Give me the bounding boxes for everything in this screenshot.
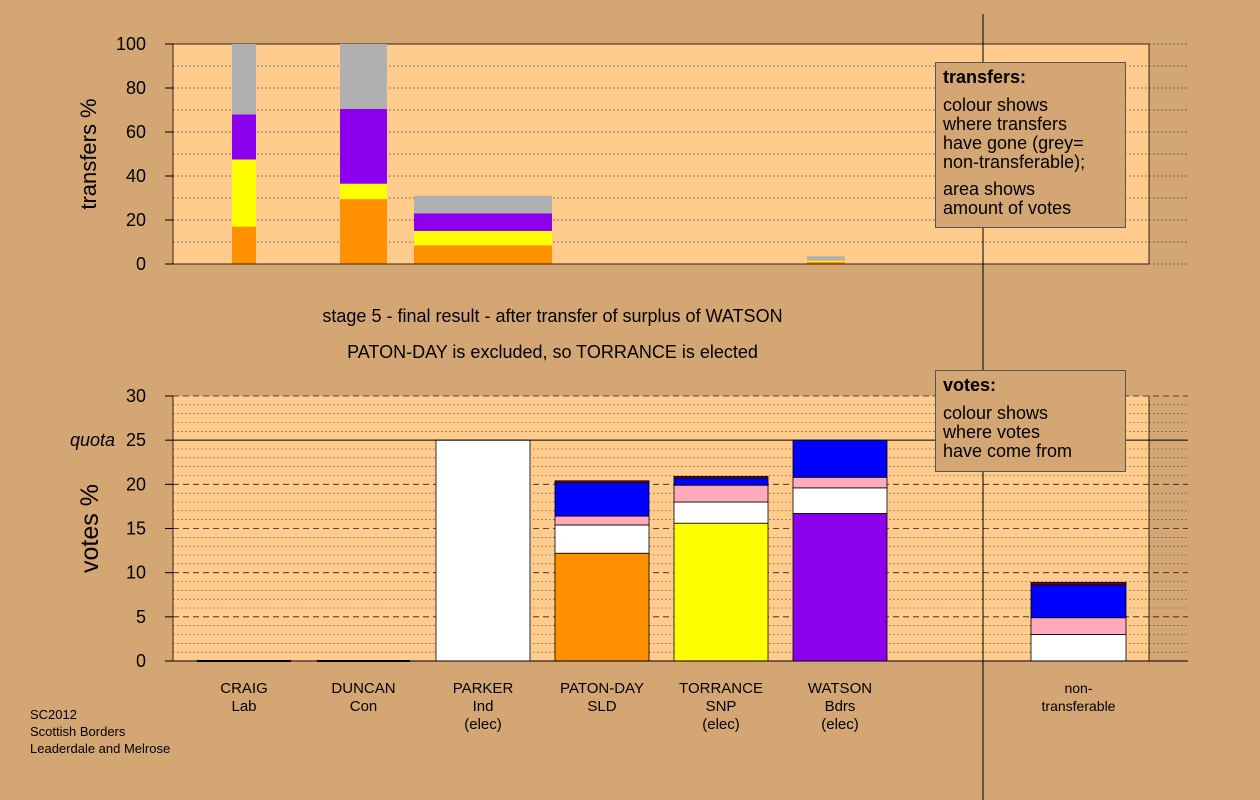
votes-tick-label: 0 bbox=[136, 651, 146, 671]
votes-tick-label: 5 bbox=[136, 607, 146, 627]
votes-tick-label: 30 bbox=[126, 386, 146, 406]
transfer-bar-segment bbox=[414, 245, 552, 264]
vote-bar-segment bbox=[554, 515, 650, 526]
vote-bar-segment bbox=[1030, 617, 1127, 635]
transfer-bar-segment bbox=[414, 213, 552, 231]
footer-line: Leaderdale and Melrose bbox=[30, 741, 171, 756]
vote-bar-segment bbox=[792, 487, 888, 514]
vote-bar-segment bbox=[435, 439, 531, 662]
transfers-legend-line: colour shows bbox=[943, 95, 1049, 115]
transfer-bar-segment bbox=[807, 256, 845, 261]
transfers-y-axis-label: transfers % bbox=[76, 98, 101, 209]
vote-bar-segment bbox=[554, 552, 650, 662]
votes-legend-line: colour shows bbox=[943, 403, 1049, 423]
transfers-legend-title: transfers: bbox=[943, 67, 1027, 87]
transfers-tick-label: 0 bbox=[136, 254, 146, 274]
category-label: Ind bbox=[473, 698, 494, 715]
transfer-bar-segment bbox=[232, 44, 256, 115]
vote-bar-segment bbox=[673, 477, 769, 486]
votes-tick-label: 15 bbox=[126, 519, 146, 539]
votes-tick-label: 20 bbox=[126, 474, 146, 494]
footer-line: Scottish Borders bbox=[30, 724, 126, 739]
transfer-bar-segment bbox=[340, 108, 387, 184]
transfer-bar-segment bbox=[232, 114, 256, 160]
transfers-legend: transfers: colour shows where transfers … bbox=[935, 62, 1126, 228]
transfer-bar-segment bbox=[414, 195, 552, 214]
transfers-legend-line: where transfers bbox=[943, 114, 1068, 134]
category-label: (elec) bbox=[821, 716, 859, 733]
votes-legend: votes: colour shows where votes have com… bbox=[935, 370, 1126, 472]
vote-bar-segment bbox=[554, 524, 650, 554]
category-label: TORRANCE bbox=[679, 680, 763, 697]
category-label: DUNCAN bbox=[331, 680, 395, 697]
quota-label: quota bbox=[70, 430, 115, 450]
category-label: CRAIG bbox=[220, 680, 268, 697]
vote-bar-segment bbox=[673, 484, 769, 503]
vote-bar-segment bbox=[1030, 581, 1127, 586]
category-label: (elec) bbox=[464, 716, 502, 733]
transfer-bar-segment bbox=[340, 199, 387, 264]
vote-bar-segment bbox=[673, 522, 769, 662]
vote-bar-segment bbox=[1030, 634, 1127, 662]
transfers-tick-label: 100 bbox=[116, 34, 146, 54]
transfers-legend-line: non-transferable); bbox=[943, 152, 1086, 172]
category-label: PARKER bbox=[453, 680, 514, 697]
transfers-legend-line: area shows bbox=[943, 179, 1036, 199]
category-label: Con bbox=[350, 698, 378, 715]
footer-note: SC2012 Scottish Borders Leaderdale and M… bbox=[30, 706, 170, 757]
transfers-legend-line: have gone (grey= bbox=[943, 133, 1084, 153]
vote-bar-segment bbox=[673, 501, 769, 524]
category-label: Bdrs bbox=[825, 698, 856, 715]
category-label: transferable bbox=[1042, 698, 1116, 714]
transfer-bar-segment bbox=[414, 231, 552, 246]
category-label: (elec) bbox=[702, 716, 740, 733]
result-caption: PATON-DAY is excluded, so TORRANCE is el… bbox=[347, 342, 758, 362]
votes-legend-title: votes: bbox=[943, 375, 997, 395]
transfers-legend-line: amount of votes bbox=[943, 198, 1072, 218]
category-label: Lab bbox=[231, 698, 256, 715]
votes-legend-line: where votes bbox=[943, 422, 1041, 442]
transfers-tick-label: 20 bbox=[126, 210, 146, 230]
transfer-bar-segment bbox=[232, 226, 256, 264]
transfer-bar-segment bbox=[807, 261, 845, 264]
vote-bar-segment bbox=[554, 480, 650, 483]
transfer-bar-segment bbox=[340, 183, 387, 200]
transfer-bar-segment bbox=[232, 159, 256, 227]
vote-bar-segment bbox=[1030, 584, 1127, 619]
votes-tick-label: 25 bbox=[126, 430, 146, 450]
category-label: PATON-DAY bbox=[560, 680, 644, 697]
vote-bar-segment bbox=[792, 513, 888, 662]
category-label: WATSON bbox=[808, 680, 872, 697]
votes-tick-label: 10 bbox=[126, 563, 146, 583]
transfers-tick-label: 80 bbox=[126, 78, 146, 98]
footer-line: SC2012 bbox=[30, 707, 77, 722]
transfers-tick-label: 60 bbox=[126, 122, 146, 142]
category-label: non- bbox=[1064, 680, 1092, 696]
votes-legend-line: have come from bbox=[943, 441, 1073, 461]
transfer-bar-segment bbox=[340, 44, 387, 109]
votes-y-axis-label: votes % bbox=[76, 484, 104, 573]
transfers-tick-label: 40 bbox=[126, 166, 146, 186]
vote-bar-segment bbox=[673, 475, 769, 479]
transfer-bar-segment bbox=[807, 260, 845, 262]
category-label: SNP bbox=[706, 698, 737, 715]
stage-caption: stage 5 - final result - after transfer … bbox=[322, 306, 783, 326]
category-label: SLD bbox=[587, 698, 616, 715]
vote-bar-segment bbox=[792, 476, 888, 489]
vote-bar-segment bbox=[554, 482, 650, 517]
vote-bar-segment bbox=[792, 439, 888, 478]
